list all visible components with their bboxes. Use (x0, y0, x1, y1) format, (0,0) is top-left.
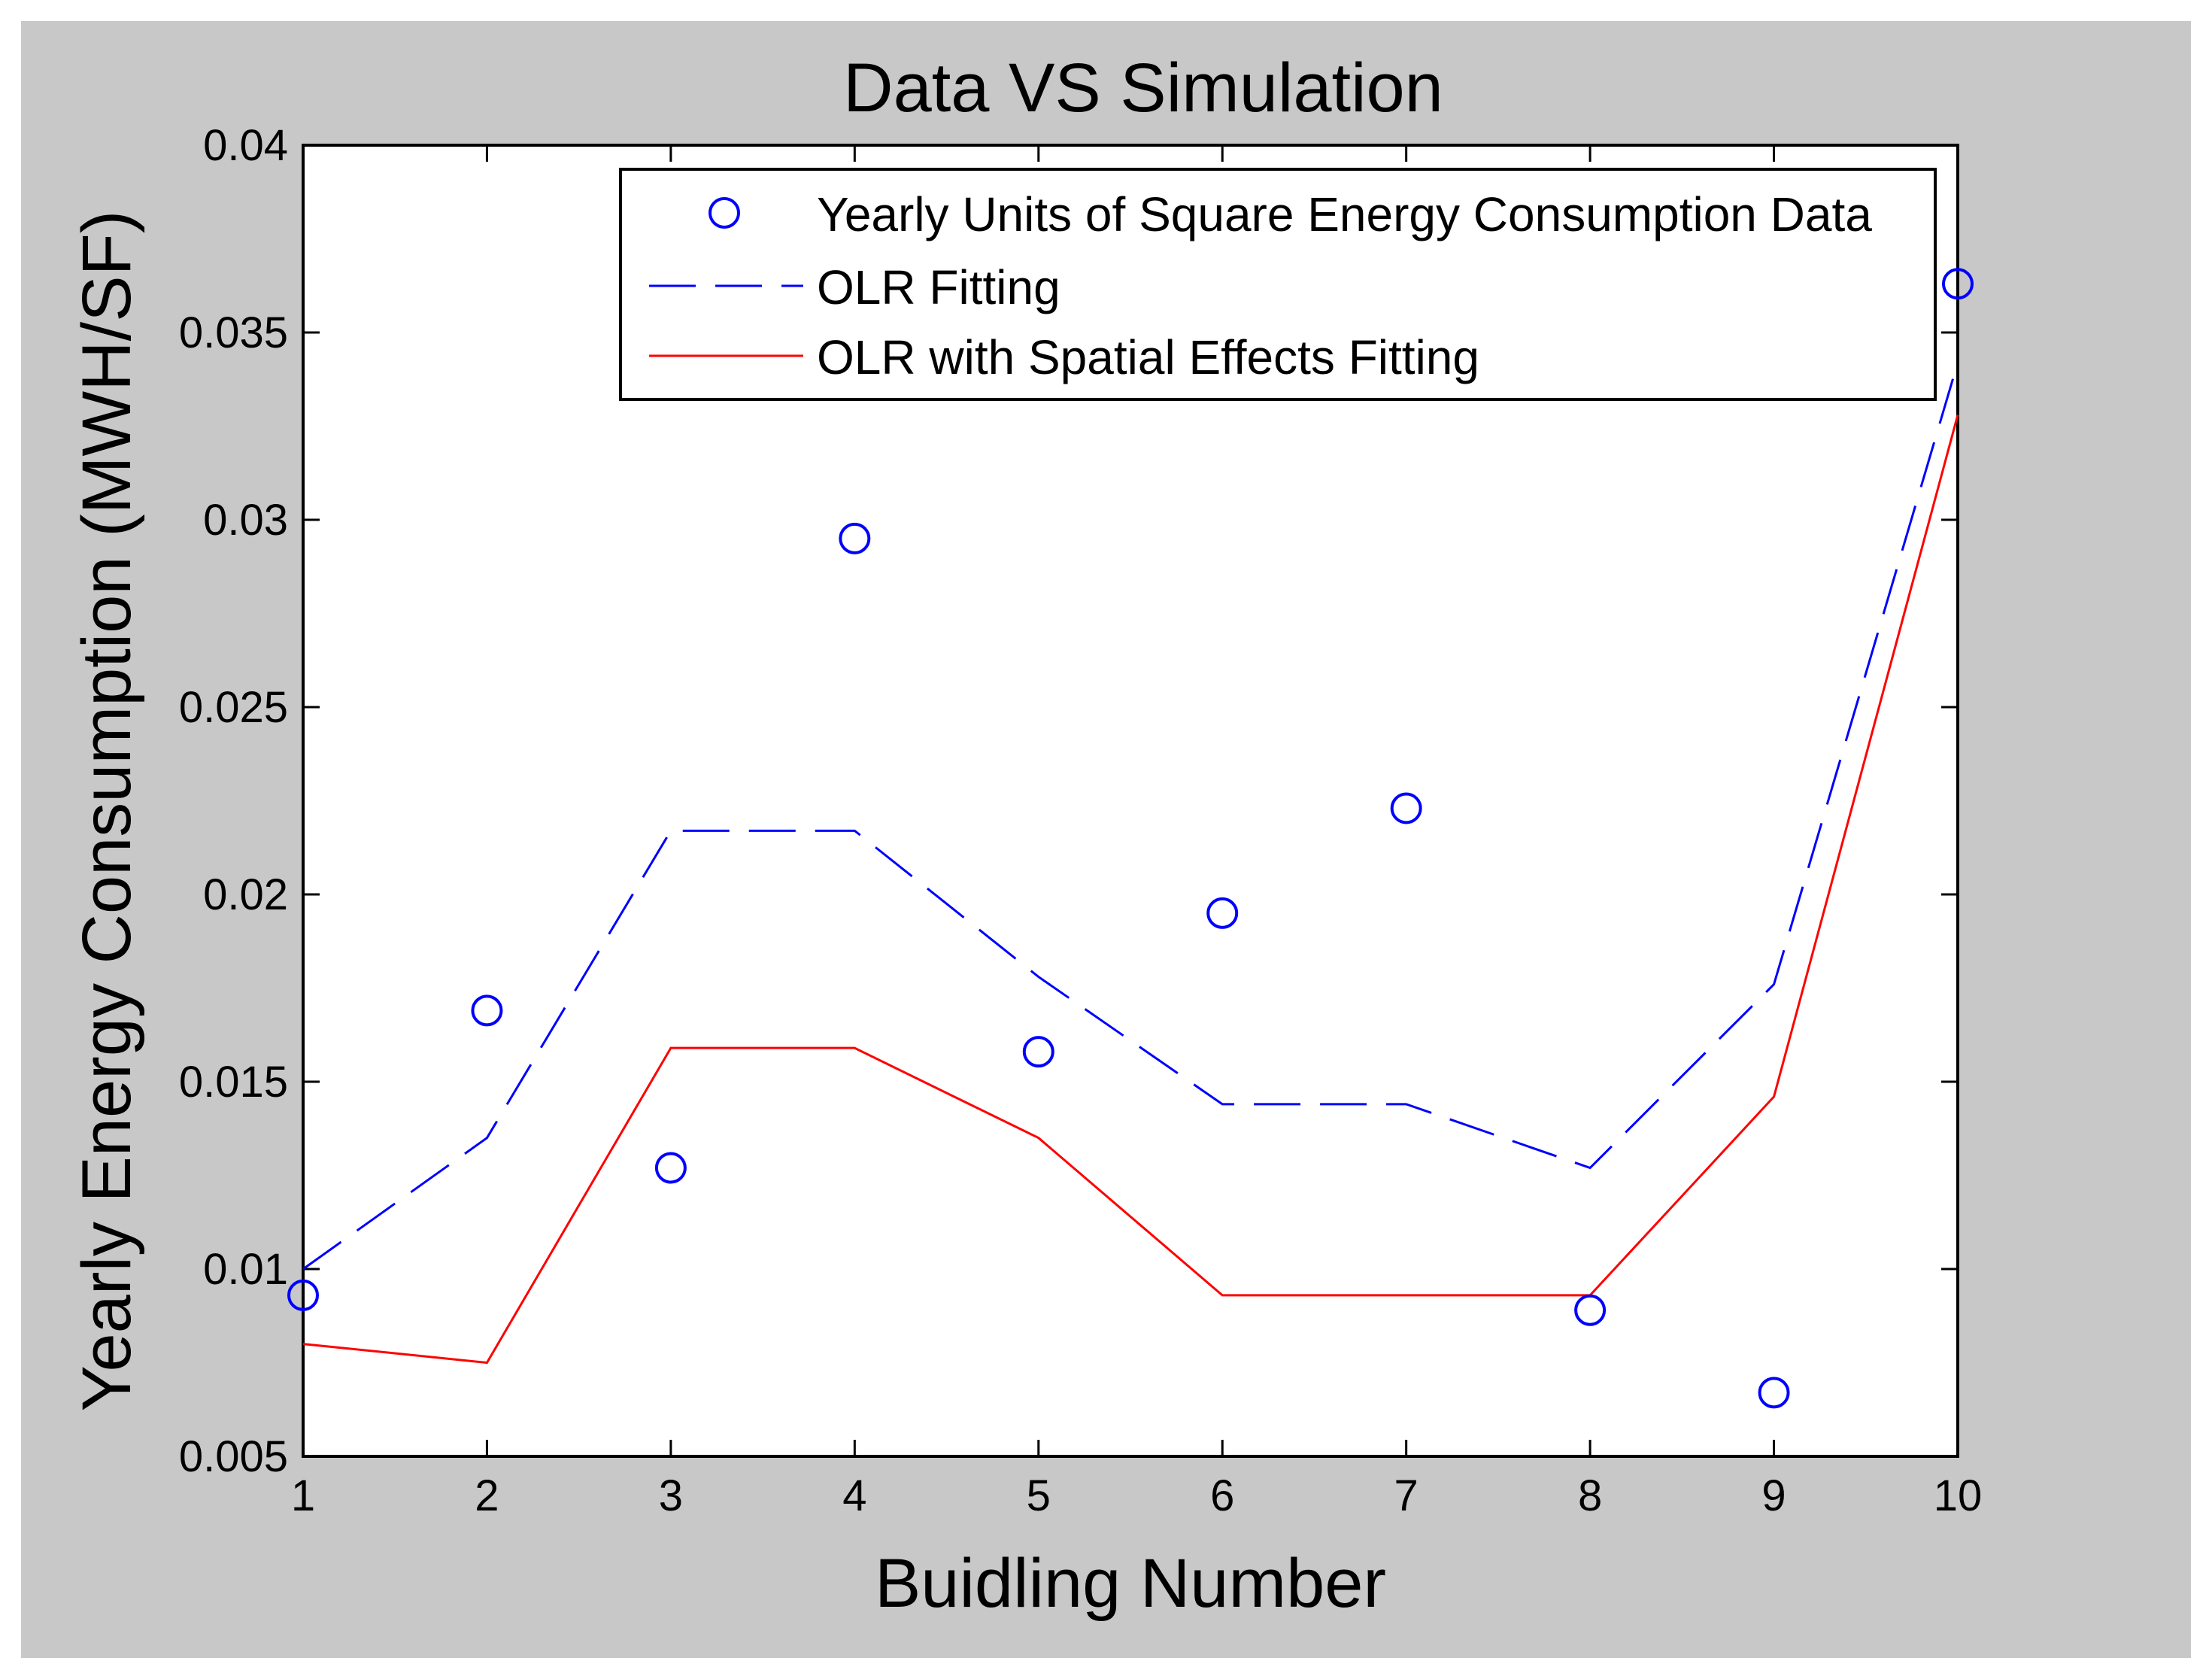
x-axis-label: Buidling Number (875, 1545, 1386, 1622)
x-tick-label: 7 (1394, 1471, 1419, 1520)
y-tick-label: 0.035 (179, 308, 288, 357)
y-tick-label: 0.02 (203, 870, 288, 919)
x-tick-label: 1 (291, 1471, 315, 1520)
data-point-marker (654, 1152, 687, 1184)
y-axis: 0.005 0.01 0.015 0.02 0.025 0.03 0.035 0.04 (179, 121, 1958, 1481)
olr-fitting-line (302, 362, 1959, 1271)
x-axis: 1 2 3 4 5 6 7 8 9 10 (291, 145, 1982, 1520)
legend-marker-data (709, 197, 740, 229)
y-tick-label: 0.03 (203, 496, 288, 545)
data-point-marker (839, 522, 871, 554)
y-axis-label: Yearly Energy Consumption (MWH/SF) (68, 211, 145, 1412)
figure-background: Data VS Simulation 0.005 0.01 0.015 0.02 0.0… (21, 21, 2191, 1658)
x-tick-label: 5 (1027, 1471, 1051, 1520)
x-tick-label: 3 (659, 1471, 683, 1520)
y-tick-label: 0.04 (203, 121, 288, 170)
data-point-marker (471, 994, 503, 1027)
x-tick-label: 10 (1934, 1471, 1983, 1520)
legend-label-data: Yearly Units of Square Energy Consumptio… (817, 187, 1872, 241)
data-point-marker (1942, 268, 1974, 300)
legend: Yearly Units of Square Energy Consumptio… (619, 168, 1937, 401)
chart: Data VS Simulation 0.0050.010.0150.020.0… (68, 50, 1982, 1622)
data-point-marker (1574, 1294, 1607, 1326)
legend-box (619, 168, 1937, 401)
data-point-marker (1390, 792, 1422, 824)
y-tick-label: 0.01 (203, 1245, 288, 1294)
y-tick-label: 0.005 (179, 1432, 288, 1481)
chart-title: Data VS Simulation (843, 50, 1443, 126)
data-point-marker (1022, 1036, 1054, 1068)
x-tick-label: 4 (842, 1471, 866, 1520)
legend-label-olr: OLR Fitting (817, 260, 1060, 314)
y-tick-label: 0.025 (179, 683, 288, 732)
y-tick-label: 0.015 (179, 1058, 288, 1107)
series-layer (287, 268, 1974, 1409)
data-point-marker (1206, 897, 1239, 929)
x-tick-label: 9 (1761, 1471, 1786, 1520)
data-point-marker (287, 1279, 319, 1311)
data-point-marker (1758, 1377, 1790, 1409)
x-tick-label: 2 (475, 1471, 499, 1520)
olr-spatial-fitting-line (302, 414, 1959, 1365)
x-tick-label: 8 (1578, 1471, 1602, 1520)
x-tick-label: 6 (1210, 1471, 1234, 1520)
legend-label-spatial: OLR with Spatial Effects Fitting (817, 330, 1479, 384)
